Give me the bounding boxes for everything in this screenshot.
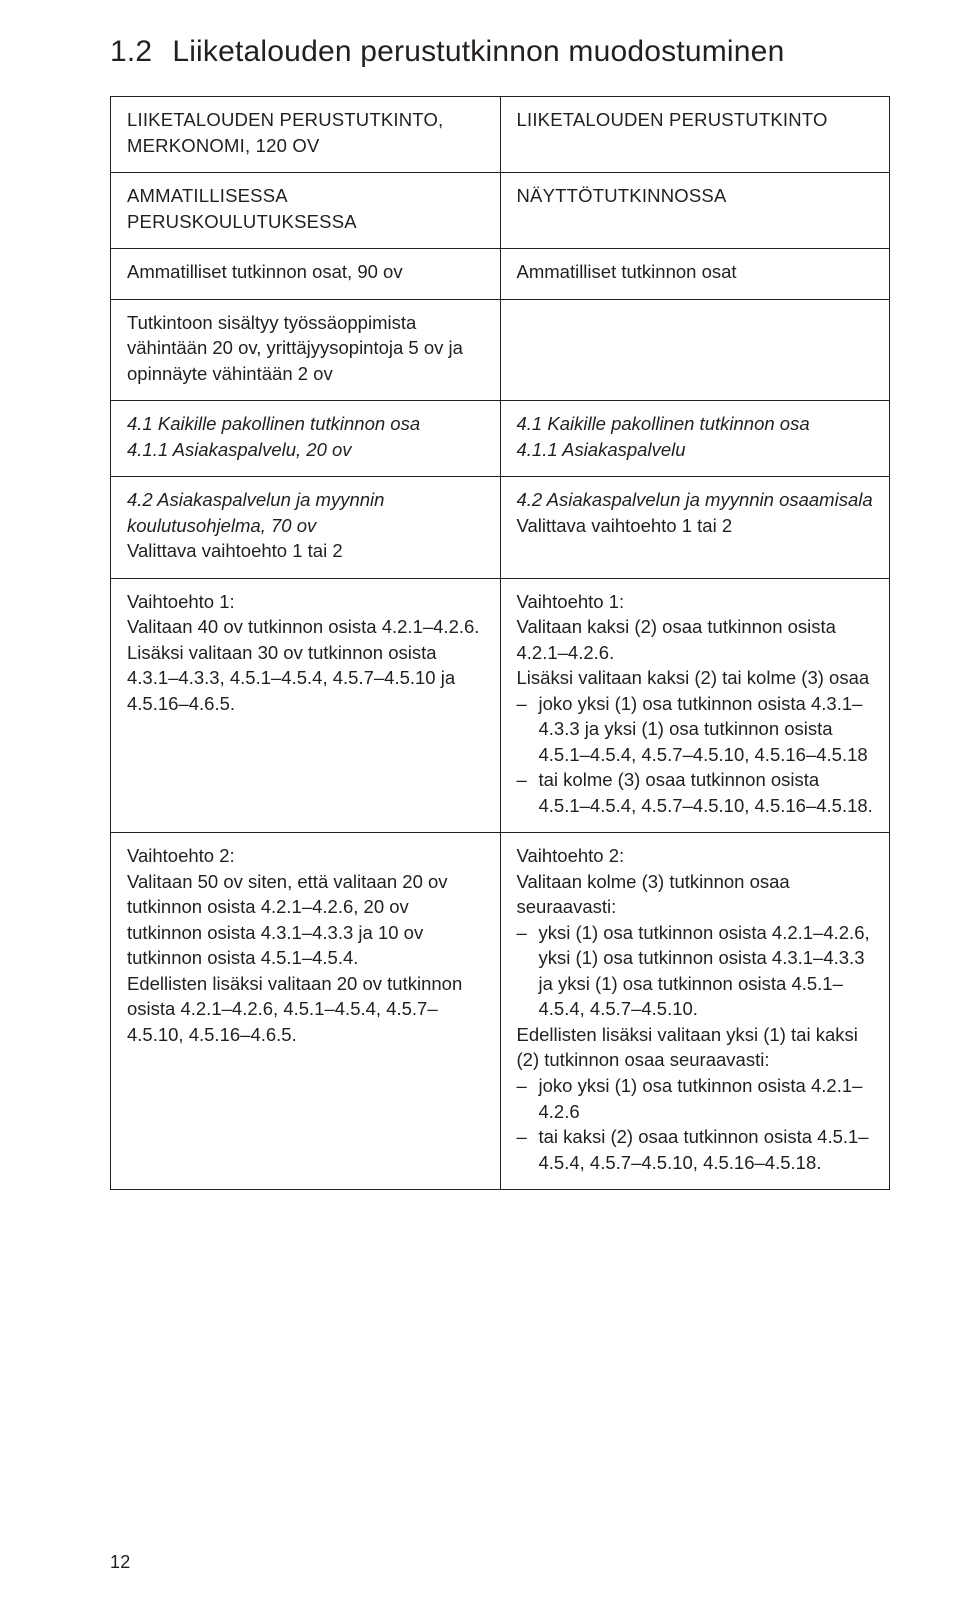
bullet-list: joko yksi (1) osa tutkinnon osista 4.2.1…	[517, 1073, 874, 1175]
text: Valitaan kaksi (2) osaa tutkinnon osista	[517, 614, 874, 640]
table-row: 4.2 Asiakaspalvelun ja myynnin koulutuso…	[111, 477, 890, 579]
text: MERKONOMI, 120 OV	[127, 133, 484, 159]
list-item: tai kolme (3) osaa tutkinnon osista 4.5.…	[517, 767, 874, 818]
cell-left: Vaihtoehto 1: Valitaan 40 ov tutkinnon o…	[111, 578, 501, 833]
cell-left: Tutkintoon sisältyy työssäoppimista vähi…	[111, 299, 501, 401]
text: Vaihtoehto 2:	[127, 843, 484, 869]
formation-table: LIIKETALOUDEN PERUSTUTKINTO, MERKONOMI, …	[110, 96, 890, 1190]
list-item: joko yksi (1) osa tutkinnon osista 4.3.1…	[517, 691, 874, 768]
text: 4.5.16–4.6.5.	[127, 691, 484, 717]
text: Vaihtoehto 1:	[517, 589, 874, 615]
text: Ammatilliset tutkinnon osat	[517, 259, 874, 285]
text: Valittava vaihtoehto 1 tai 2	[517, 513, 874, 539]
table-row: AMMATILLISESSA PERUSKOULUTUKSESSA NÄYTTÖ…	[111, 173, 890, 249]
page-number: 12	[110, 1552, 130, 1573]
text: Valitaan 40 ov tutkinnon osista 4.2.1–4.…	[127, 614, 484, 640]
cell-right: NÄYTTÖTUTKINNOSSA	[500, 173, 890, 249]
heading-number: 1.2	[110, 35, 152, 68]
text: 4.3.1–4.3.3, 4.5.1–4.5.4, 4.5.7–4.5.10 j…	[127, 665, 484, 691]
cell-right: Ammatilliset tutkinnon osat	[500, 249, 890, 300]
text-italic: 4.2 Asiakaspalvelun ja myynnin osaamisal…	[517, 487, 874, 513]
text-italic: 4.2 Asiakaspalvelun ja myynnin koulutuso…	[127, 487, 484, 538]
text: Vaihtoehto 1:	[127, 589, 484, 615]
table-row: Vaihtoehto 1: Valitaan 40 ov tutkinnon o…	[111, 578, 890, 833]
page: 1.2 Liiketalouden perustutkinnon muodostu…	[0, 0, 960, 1605]
cell-left: 4.2 Asiakaspalvelun ja myynnin koulutuso…	[111, 477, 501, 579]
text-italic: 4.1.1 Asiakaspalvelu, 20 ov	[127, 437, 484, 463]
table-row: LIIKETALOUDEN PERUSTUTKINTO, MERKONOMI, …	[111, 97, 890, 173]
cell-right: Vaihtoehto 1: Valitaan kaksi (2) osaa tu…	[500, 578, 890, 833]
text-italic: 4.2 Asiakaspalvelun ja myynnin koulutuso…	[127, 489, 384, 536]
text: Edellisten lisäksi valitaan 20 ov tutkin…	[127, 971, 484, 1048]
list-item: joko yksi (1) osa tutkinnon osista 4.2.1…	[517, 1073, 874, 1124]
bullet-list: yksi (1) osa tutkinnon osista 4.2.1–4.2.…	[517, 920, 874, 1022]
cell-left: 4.1 Kaikille pakollinen tutkinnon osa 4.…	[111, 401, 501, 477]
text-italic: 4.1.1 Asiakaspalvelu	[517, 437, 874, 463]
text: Valittava vaihtoehto 1 tai 2	[127, 538, 484, 564]
text: Lisäksi valitaan kaksi (2) tai kolme (3)…	[517, 665, 874, 691]
cell-right: 4.1 Kaikille pakollinen tutkinnon osa 4.…	[500, 401, 890, 477]
text: Lisäksi valitaan 30 ov tutkinnon osista	[127, 640, 484, 666]
text: AMMATILLISESSA PERUSKOULUTUKSESSA	[127, 183, 484, 234]
text-italic: 4.1 Kaikille pakollinen tutkinnon osa	[517, 411, 874, 437]
cell-right	[500, 299, 890, 401]
text: LIIKETALOUDEN PERUSTUTKINTO,	[127, 107, 484, 133]
cell-right: LIIKETALOUDEN PERUSTUTKINTO	[500, 97, 890, 173]
text: Valitaan 50 ov siten, että valitaan 20 o…	[127, 869, 484, 971]
text: Vaihtoehto 2:	[517, 843, 874, 869]
cell-left: AMMATILLISESSA PERUSKOULUTUKSESSA	[111, 173, 501, 249]
text: Ammatilliset tutkinnon osat, 90 ov	[127, 259, 484, 285]
text: 4.2.1–4.2.6.	[517, 640, 874, 666]
text-italic: 4.1 Kaikille pakollinen tutkinnon osa	[127, 411, 484, 437]
text: Valitaan kolme (3) tutkinnon osaa seuraa…	[517, 869, 874, 920]
text: LIIKETALOUDEN PERUSTUTKINTO	[517, 107, 874, 133]
table-row: Tutkintoon sisältyy työssäoppimista vähi…	[111, 299, 890, 401]
list-item: tai kaksi (2) osaa tutkinnon osista 4.5.…	[517, 1124, 874, 1175]
text: NÄYTTÖTUTKINNOSSA	[517, 183, 874, 209]
bullet-list: joko yksi (1) osa tutkinnon osista 4.3.1…	[517, 691, 874, 819]
table-row: Ammatilliset tutkinnon osat, 90 ov Ammat…	[111, 249, 890, 300]
table-row: Vaihtoehto 2: Valitaan 50 ov siten, että…	[111, 833, 890, 1190]
text: Edellisten lisäksi valitaan yksi (1) tai…	[517, 1022, 874, 1073]
cell-left: Ammatilliset tutkinnon osat, 90 ov	[111, 249, 501, 300]
cell-right: 4.2 Asiakaspalvelun ja myynnin osaamisal…	[500, 477, 890, 579]
section-heading: 1.2 Liiketalouden perustutkinnon muodostu…	[110, 34, 890, 70]
cell-right: Vaihtoehto 2: Valitaan kolme (3) tutkinn…	[500, 833, 890, 1190]
cell-left: LIIKETALOUDEN PERUSTUTKINTO, MERKONOMI, …	[111, 97, 501, 173]
list-item: yksi (1) osa tutkinnon osista 4.2.1–4.2.…	[517, 920, 874, 1022]
text: Tutkintoon sisältyy työssäoppimista vähi…	[127, 310, 484, 387]
table-row: 4.1 Kaikille pakollinen tutkinnon osa 4.…	[111, 401, 890, 477]
heading-title: Liiketalouden perustutkinnon muodostumin…	[172, 35, 784, 68]
cell-left: Vaihtoehto 2: Valitaan 50 ov siten, että…	[111, 833, 501, 1190]
